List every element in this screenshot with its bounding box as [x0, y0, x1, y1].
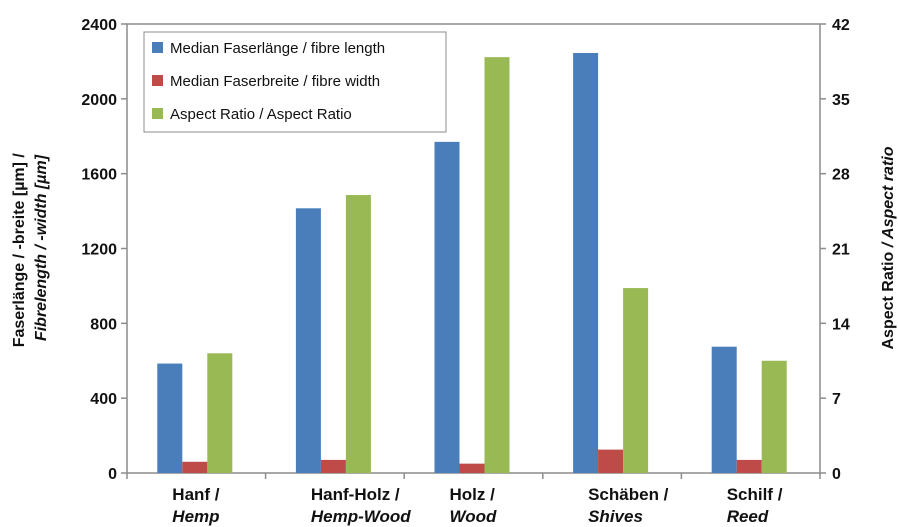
right-axis-title: Aspect Ratio / Aspect ratio — [880, 146, 897, 349]
bar-fibre-width-2 — [320, 459, 346, 473]
bar-aspect-ratio-3 — [484, 57, 510, 474]
left-axis-title-line2: Fibrelength / -width [µm] — [33, 154, 50, 341]
left-tick-label: 1200 — [81, 242, 117, 259]
bar-aspect-ratio-4 — [623, 288, 649, 473]
bar-aspect-ratio-2 — [345, 195, 371, 474]
legend-swatch-fibre-width — [152, 75, 163, 86]
right-tick-label: 0 — [832, 466, 841, 483]
legend-label-aspect-ratio: Aspect Ratio / Aspect Ratio — [170, 106, 352, 123]
bar-fibre-width-1 — [182, 461, 208, 473]
category-label-line2: Wood — [450, 507, 498, 526]
bar-fibre-length-2 — [295, 208, 321, 473]
category-label-line2: Reed — [727, 507, 769, 526]
legend-label-fibre-length: Median Faserlänge / fibre length — [170, 40, 385, 57]
category-labels: Hanf / Hemp Hanf-Holz / Hemp-Wood Holz / Wood… — [172, 485, 782, 526]
left-tick-label: 2400 — [81, 17, 117, 34]
category-label-line1: Hanf / — [172, 485, 220, 504]
bar-fibre-length-3 — [434, 141, 460, 474]
right-tick-label: 21 — [832, 242, 850, 259]
bar-fibre-width-4 — [598, 449, 624, 473]
bar-fibre-width-3 — [459, 463, 485, 473]
left-tick-label: 2000 — [81, 92, 117, 109]
category-label-line2: Hemp — [172, 507, 219, 526]
right-tick-label: 42 — [832, 17, 850, 34]
legend-box — [143, 31, 447, 133]
category-label-line1: Holz / — [450, 485, 496, 504]
left-tick-label: 400 — [90, 391, 117, 408]
bar-aspect-ratio-5 — [761, 360, 787, 473]
bar-fibre-length-5 — [711, 346, 737, 473]
legend: Median Faserlänge / fibre length Median … — [143, 31, 447, 133]
bar-fibre-width-5 — [736, 459, 762, 473]
bar-fibre-length-4 — [573, 52, 599, 473]
category-label-line2: Hemp-Wood — [311, 507, 411, 526]
category-label-line1: Schäben / — [588, 485, 669, 504]
left-axis-title: Faserlänge / -breite [µm] / Fibrelength … — [11, 149, 50, 348]
legend-swatch-fibre-length — [152, 42, 163, 53]
left-axis-title-line1: Faserlänge / -breite [µm] / — [11, 153, 28, 348]
category-label-line1: Hanf-Holz / — [311, 485, 400, 504]
legend-label-fibre-width: Median Faserbreite / fibre width — [170, 73, 380, 90]
bar-aspect-ratio-1 — [207, 353, 233, 473]
right-tick-label: 28 — [832, 167, 850, 184]
right-axis-title-part1: Aspect Ratio — [880, 247, 897, 349]
right-tick-label: 35 — [832, 92, 850, 109]
bars — [157, 52, 787, 474]
axis-ticks: 0 400 800 1200 1600 2000 2400 0 7 14 21 28 35 42 — [81, 17, 849, 483]
left-tick-label: 1600 — [81, 167, 117, 184]
right-tick-label: 14 — [832, 316, 850, 333]
right-tick-label: 7 — [832, 391, 841, 408]
category-label-line2: Shives — [588, 507, 643, 526]
category-label-line1: Schilf / — [727, 485, 783, 504]
left-tick-label: 800 — [90, 316, 117, 333]
left-tick-label: 0 — [108, 466, 117, 483]
legend-swatch-aspect-ratio — [152, 108, 163, 119]
right-axis-title-part2: / Aspect ratio — [880, 146, 897, 248]
bar-fibre-length-1 — [157, 363, 183, 473]
